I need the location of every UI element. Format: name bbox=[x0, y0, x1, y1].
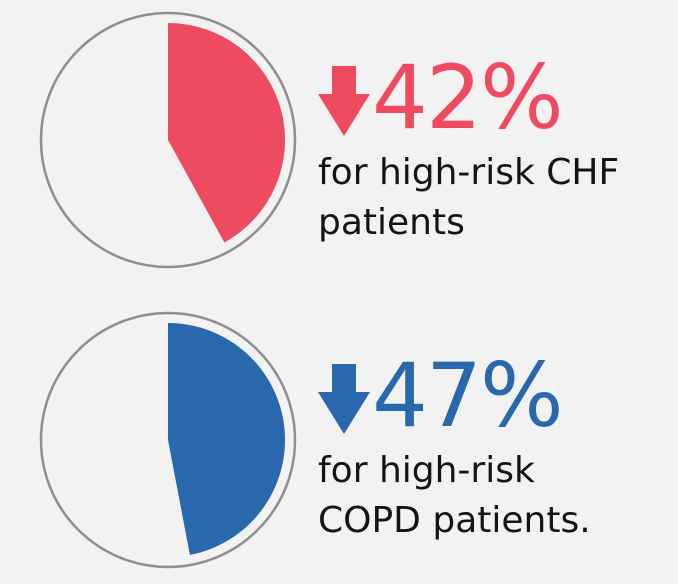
pie-slice-copd bbox=[168, 323, 286, 555]
pie-chart-chf bbox=[39, 11, 297, 269]
caption-line-2-copd: COPD patients. bbox=[318, 500, 591, 541]
pie-chart-copd bbox=[39, 311, 297, 569]
headline-copd: 47% bbox=[318, 346, 591, 446]
stat-value-chf: 42% bbox=[372, 46, 564, 149]
down-arrow-shape bbox=[318, 364, 370, 434]
stat-block-chf: 42% for high-risk CHF patients bbox=[318, 48, 619, 248]
caption-line-2-chf: patients bbox=[318, 202, 465, 243]
down-arrow-shape bbox=[318, 66, 370, 136]
caption-line-1-copd: for high-risk bbox=[318, 450, 535, 491]
stat-value-copd: 47% bbox=[372, 344, 564, 447]
caption-line-1-chf: for high-risk CHF bbox=[318, 152, 620, 193]
down-arrow-icon bbox=[318, 66, 370, 136]
headline-chf: 42% bbox=[318, 48, 619, 148]
stat-block-copd: 47% for high-risk COPD patients. bbox=[318, 346, 591, 546]
down-arrow-icon bbox=[318, 364, 370, 434]
pie-slice-chf bbox=[168, 23, 286, 243]
